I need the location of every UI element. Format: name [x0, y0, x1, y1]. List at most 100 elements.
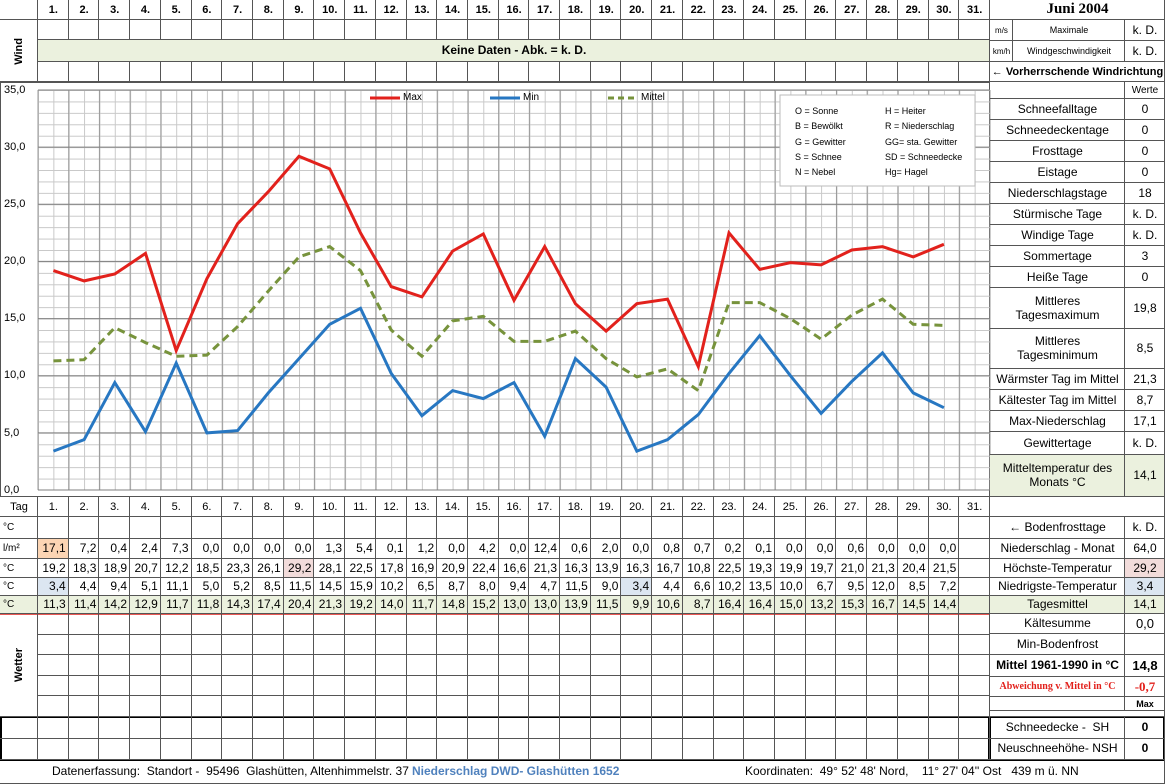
day-header: 9.: [284, 497, 315, 517]
day-header: 15.: [468, 497, 499, 517]
wetter-cell: [560, 676, 591, 697]
data-cell: 23,3: [222, 559, 253, 578]
wetter-cell: [806, 614, 837, 635]
y-tick-label: 35,0: [4, 83, 26, 96]
wind-cell: [407, 20, 438, 40]
stat-label: Eistage: [990, 162, 1125, 183]
wetter-cell: [161, 655, 192, 676]
wind-cell: [345, 20, 376, 40]
snow-cell: [929, 739, 960, 761]
wetter-cell: [38, 676, 69, 697]
snow-cell: [253, 739, 284, 761]
wind-cell: [345, 62, 376, 82]
day-header: 2.: [69, 497, 100, 517]
snow-cell: [529, 717, 560, 739]
snow-cell: [683, 739, 714, 761]
data-cell: 0,0: [437, 539, 468, 559]
day-header: 21.: [652, 0, 683, 20]
snow-value: 0: [1125, 739, 1165, 761]
data-cell: 0,0: [867, 539, 898, 559]
empty-cell: [437, 517, 468, 539]
data-cell: 9,9: [621, 596, 653, 614]
summary-value: 14,1: [1125, 596, 1165, 614]
data-cell: 28,1: [314, 559, 345, 578]
wetter-cell: [929, 676, 960, 697]
stats-header: Werte: [1125, 82, 1165, 99]
series-line: [52, 154, 945, 372]
snow-cell: [898, 717, 929, 739]
wetter-cell: [560, 655, 591, 676]
wetter-cell: [376, 655, 407, 676]
wind-cell: [130, 62, 161, 82]
day-header: 15.: [468, 0, 499, 20]
data-cell: 0,0: [253, 539, 284, 559]
wind-cell: [161, 20, 192, 40]
wind-cell: [468, 62, 499, 82]
empty-cell: [959, 578, 990, 596]
wind-cell: [284, 62, 315, 82]
annotation: GG= sta. Gewitter: [885, 136, 958, 147]
empty-cell: [898, 517, 929, 539]
data-cell: 14,4: [928, 596, 960, 614]
wetter-cell: [468, 696, 499, 717]
wind-cell: [222, 20, 253, 40]
wind-cell: [407, 62, 438, 82]
wetter-cell: [652, 696, 683, 717]
wind-cell: [898, 20, 929, 40]
snow-cell: [130, 739, 161, 761]
wetter-cell: [529, 655, 560, 676]
snow-cell: [959, 739, 990, 761]
wind-cell: [99, 20, 130, 40]
wetter-cell: [130, 676, 161, 697]
wetter-cell: [130, 655, 161, 676]
wetter-cell: [898, 696, 929, 717]
empty-cell: [929, 517, 960, 539]
day-header: 24.: [744, 497, 775, 517]
empty-cell: [69, 517, 100, 539]
day-header: 6.: [192, 0, 223, 20]
wetter-cell: [407, 635, 438, 656]
data-cell: 21,3: [867, 559, 898, 578]
snow-cell: [621, 739, 652, 761]
wind-row-label: Maximale: [1013, 20, 1125, 41]
wind-cell: [959, 62, 990, 82]
data-cell: 12,0: [867, 578, 898, 596]
data-cell: 11,4: [68, 596, 100, 614]
unit-label: °C: [0, 559, 38, 578]
data-cell: 8,0: [468, 578, 499, 596]
data-cell: 11,8: [191, 596, 223, 614]
wetter-cell: [929, 655, 960, 676]
wind-cell: [836, 62, 867, 82]
data-cell: 16,4: [713, 596, 745, 614]
snow-cell: [407, 739, 438, 761]
day-header: 12.: [376, 0, 407, 20]
wetter-cell: [959, 655, 990, 676]
summary-label: Abweichung v. Mittel in °C: [990, 677, 1125, 697]
day-header: 26.: [806, 497, 837, 517]
wetter-cell: [99, 614, 130, 635]
data-cell: 10,6: [652, 596, 683, 614]
wetter-cell: [683, 635, 714, 656]
wetter-cell: [652, 655, 683, 676]
day-header: 21.: [652, 497, 683, 517]
wetter-cell: [744, 655, 775, 676]
wetter-cell: [222, 696, 253, 717]
wind-cell: [499, 62, 530, 82]
data-cell: 21,5: [929, 559, 960, 578]
wetter-cell: [959, 635, 990, 656]
y-tick-label: 25,0: [4, 197, 26, 210]
day-header: 16.: [499, 0, 530, 20]
data-cell: 21,0: [836, 559, 867, 578]
wetter-cell: [99, 635, 130, 656]
snow-cell: [0, 739, 38, 761]
wind-label: Wind: [12, 37, 25, 65]
wetter-cell: [806, 655, 837, 676]
day-header: 28.: [867, 0, 898, 20]
wind-cell: [836, 20, 867, 40]
stat-value: 0: [1125, 99, 1165, 120]
wetter-cell: [775, 676, 806, 697]
wetter-cell: [499, 655, 530, 676]
wind-cell: [161, 62, 192, 82]
data-cell: 5,4: [345, 539, 376, 559]
wetter-cell: [836, 655, 867, 676]
